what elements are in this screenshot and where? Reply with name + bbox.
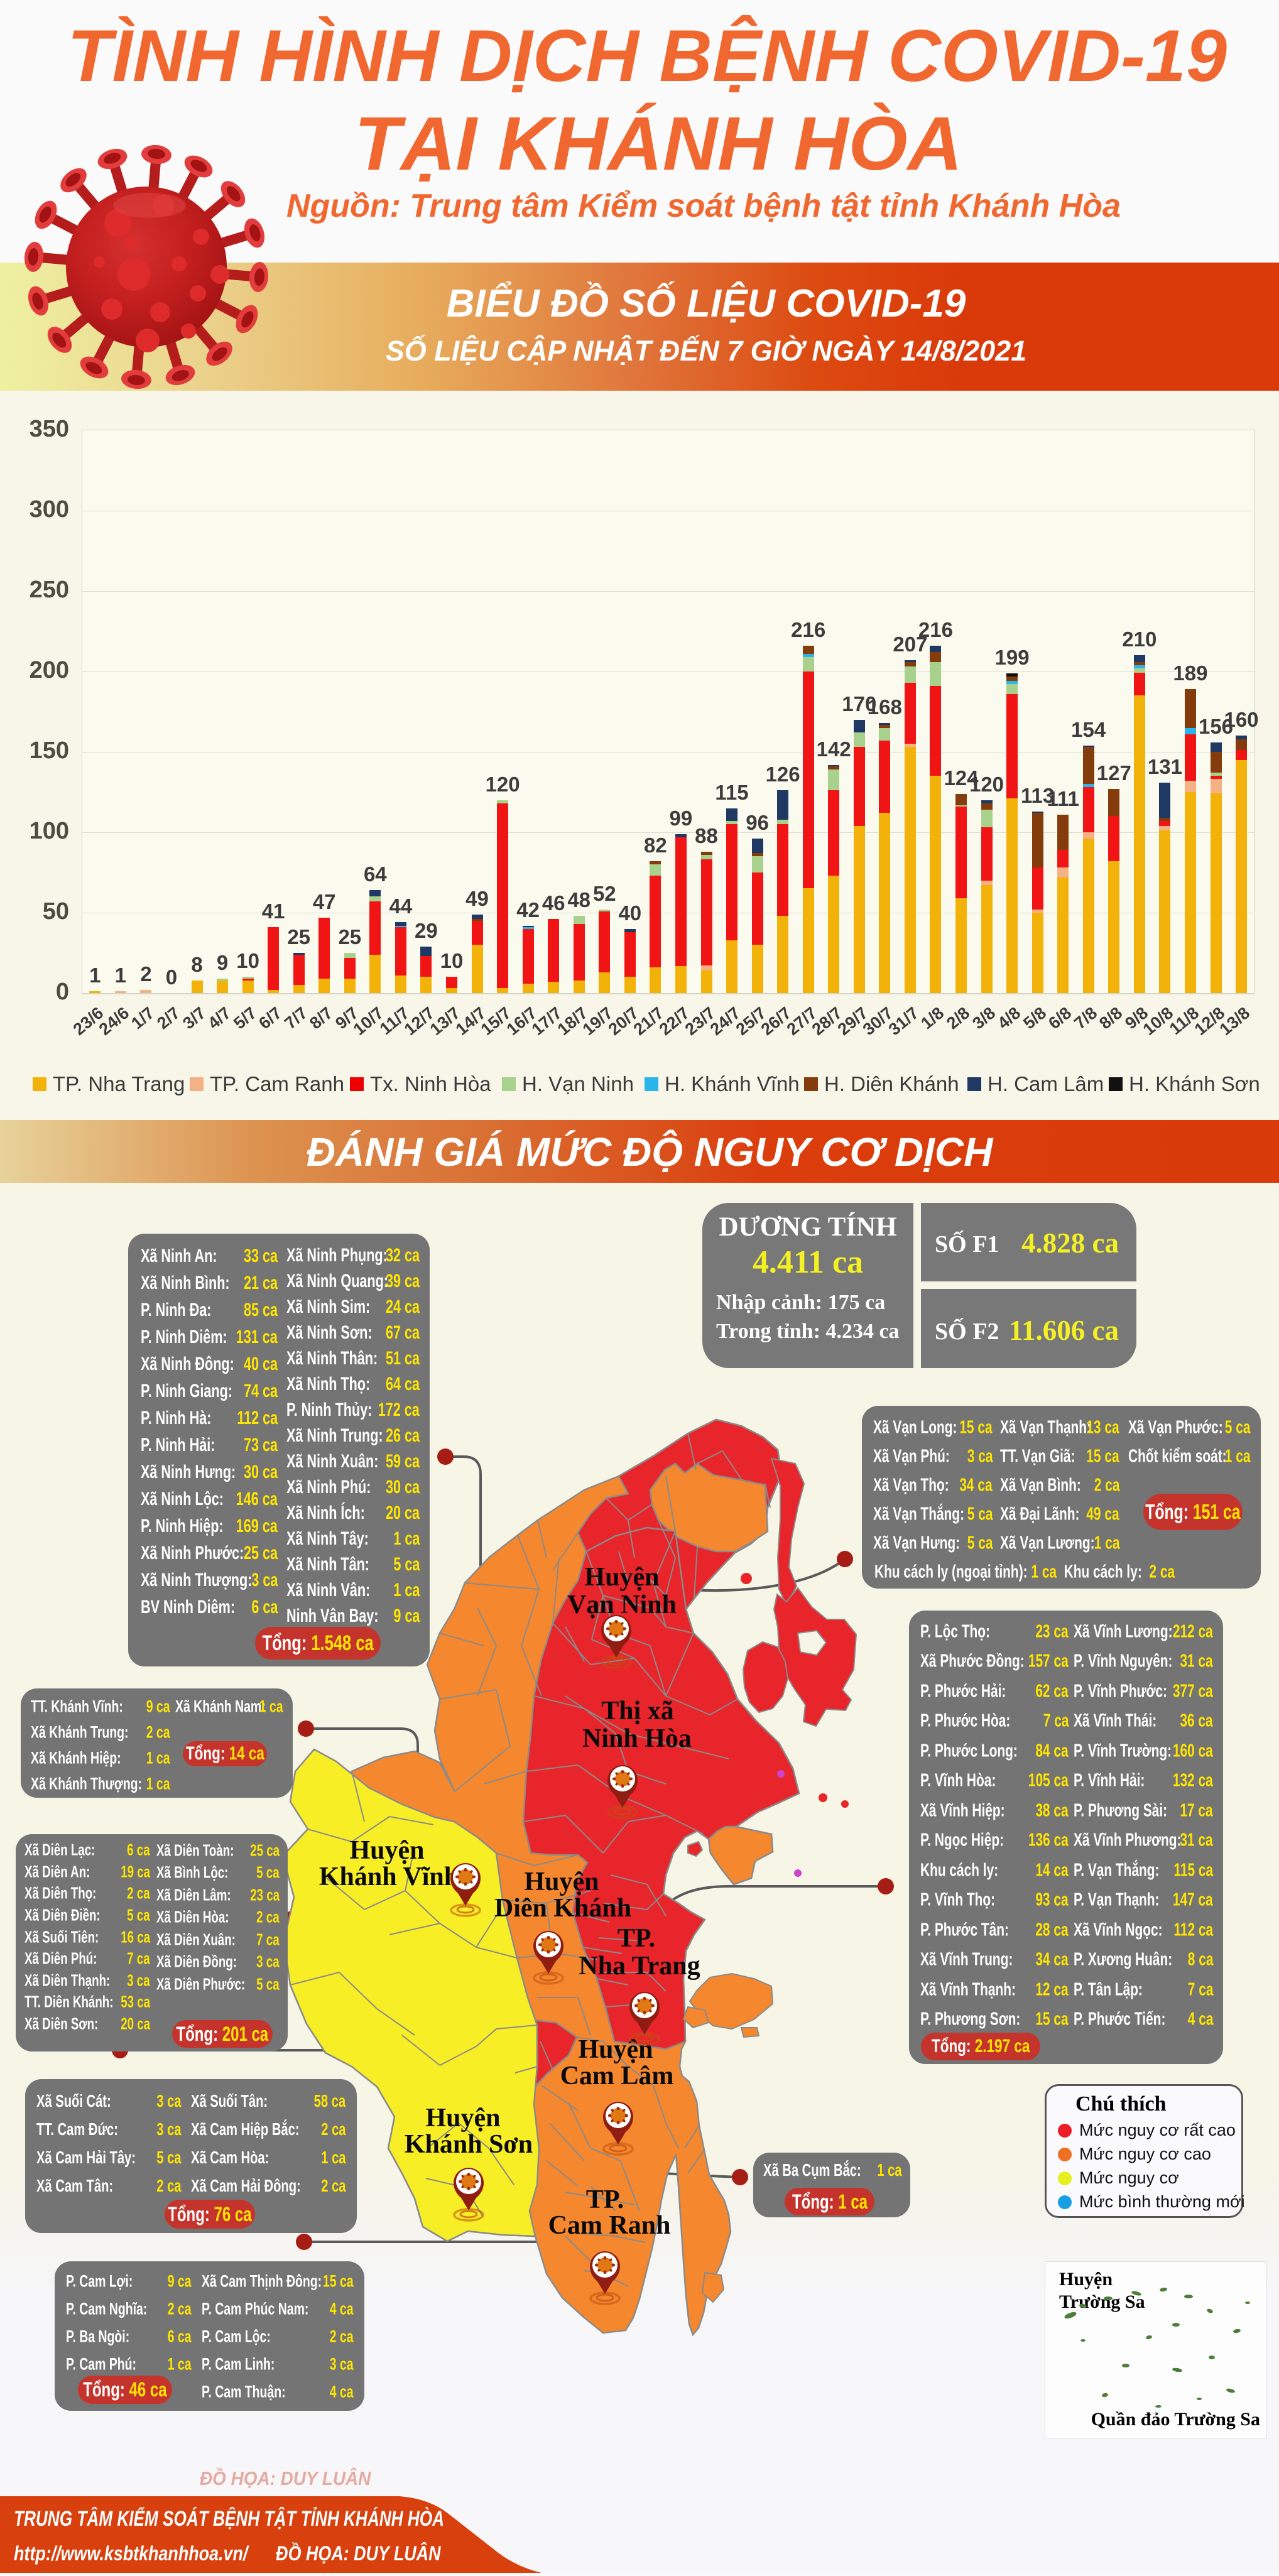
svg-text:Huyện: Huyện [349, 1836, 424, 1865]
svg-text:Huyện: Huyện [584, 1563, 659, 1592]
svg-text:Khánh Vĩnh: Khánh Vĩnh [319, 1862, 459, 1891]
svg-text:Huyện: Huyện [425, 2104, 500, 2133]
svg-text:Ninh Hòa: Ninh Hòa [582, 1724, 692, 1753]
svg-text:Cam Ranh: Cam Ranh [548, 2211, 671, 2240]
svg-text:TP.: TP. [586, 2185, 624, 2214]
svg-text:Huyện: Huyện [578, 2035, 653, 2064]
svg-text:TP.: TP. [618, 1924, 655, 1953]
svg-text:Nha Trang: Nha Trang [579, 1952, 700, 1981]
svg-text:Vạn Ninh: Vạn Ninh [567, 1590, 677, 1619]
svg-text:Thị xã: Thị xã [601, 1697, 674, 1725]
svg-text:Huyện: Huyện [524, 1867, 599, 1896]
svg-text:Khánh Sơn: Khánh Sơn [405, 2130, 533, 2159]
svg-text:Cam Lâm: Cam Lâm [560, 2062, 674, 2090]
svg-text:Diên Khánh: Diên Khánh [494, 1894, 631, 1923]
